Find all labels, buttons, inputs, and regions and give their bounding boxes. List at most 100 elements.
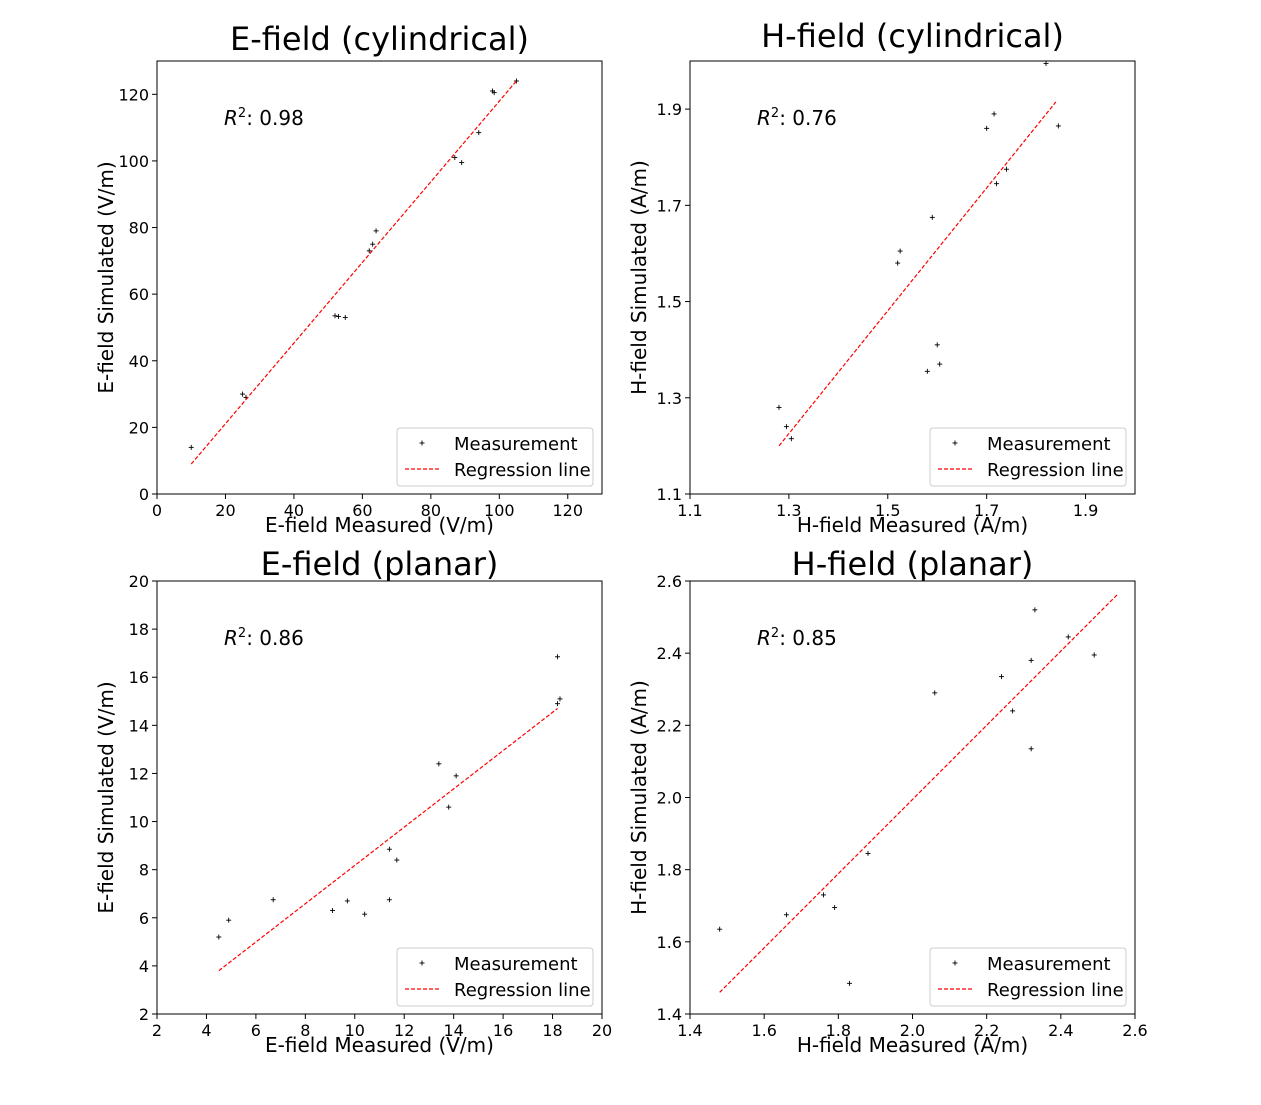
legend-label-regression: Regression line — [987, 980, 1124, 1001]
measurement-point — [895, 260, 901, 266]
measurement-point — [1028, 746, 1034, 752]
legend: Measurement Regression line — [396, 427, 594, 487]
r-squared-value: : 0.85 — [779, 626, 837, 650]
r-squared-symbol: R — [224, 626, 238, 650]
y-tick-label: 16 — [129, 668, 149, 687]
y-tick-label: 12 — [129, 764, 149, 783]
x-tick-label: 1.5 — [875, 501, 900, 520]
measurement-point — [994, 181, 1000, 187]
measurement-point — [555, 701, 560, 707]
measurement-point — [1032, 607, 1038, 613]
measurement-point — [476, 130, 482, 136]
y-tick-label: 1.4 — [657, 1005, 682, 1024]
measurement-point — [991, 111, 997, 117]
x-tick-label: 2.0 — [900, 1021, 925, 1040]
y-axis-label: E-field Simulated (V/m) — [94, 681, 118, 913]
regression-line — [778, 101, 1057, 447]
r-squared-symbol: R — [757, 106, 771, 130]
measurement-point — [929, 214, 935, 220]
x-tick-label: 1.7 — [974, 501, 999, 520]
measurement-point — [846, 980, 852, 986]
y-tick-label: 80 — [129, 219, 149, 238]
legend: Measurement Regression line — [396, 947, 594, 1007]
x-tick-label: 1.3 — [776, 501, 801, 520]
y-tick-label: 60 — [129, 285, 149, 304]
legend-label-measurement: Measurement — [987, 434, 1111, 455]
x-tick-label: 16 — [493, 1021, 513, 1040]
measurement-point — [832, 905, 838, 911]
y-tick-label: 1.6 — [657, 933, 682, 952]
x-axis-label: E-field Measured (V/m) — [265, 1033, 494, 1057]
y-tick-label: 2 — [139, 1005, 149, 1024]
x-tick-label: 1.4 — [677, 1021, 702, 1040]
x-tick-label: 20 — [592, 1021, 612, 1040]
legend-label-regression: Regression line — [454, 460, 591, 481]
legend-frame — [929, 947, 1127, 1007]
x-tick-label: 120 — [552, 501, 583, 520]
x-tick-label: 80 — [421, 501, 441, 520]
y-tick-label: 1.3 — [657, 389, 682, 408]
plot-frame — [689, 60, 1136, 495]
measurement-point — [1055, 123, 1061, 129]
x-tick-label: 2 — [152, 1021, 162, 1040]
measurement-point — [344, 898, 350, 904]
measurement-point — [934, 342, 940, 348]
measurement-point — [491, 90, 497, 96]
r-squared-value: : 0.76 — [779, 106, 837, 130]
measurement-point — [362, 911, 368, 917]
x-axis-label: H-field Measured (A/m) — [797, 513, 1028, 537]
chart-panel-1: E-field (cylindrical) 0 20 40 60 80 100 120 0 20 4… — [94, 20, 603, 537]
y-tick-label: 1.1 — [657, 485, 682, 504]
measurement-point — [373, 228, 379, 234]
plot-frame — [156, 580, 603, 1015]
y-tick-label: 0 — [139, 485, 149, 504]
measurement-point — [370, 241, 376, 247]
measurement-point — [459, 160, 465, 166]
y-tick-label: 120 — [118, 85, 149, 104]
measurement-point — [865, 850, 871, 856]
chart-panel-3: E-field (planar) 2 4 6 8 10 12 14 16 18 20 2 4 6 8 10 12… — [94, 545, 612, 1057]
measurement-point — [783, 424, 789, 430]
measurement-point — [513, 78, 519, 84]
x-tick-label: 2.6 — [1122, 1021, 1147, 1040]
measurement-point — [453, 773, 459, 779]
measurement-point — [984, 125, 990, 131]
y-tick-label: 20 — [129, 418, 149, 437]
x-tick-label: 4 — [201, 1021, 211, 1040]
y-tick-label: 6 — [139, 909, 149, 928]
measurement-point — [188, 444, 194, 450]
x-tick-label: 18 — [542, 1021, 562, 1040]
chart-title: H-field (cylindrical) — [761, 17, 1064, 55]
x-tick-label: 14 — [443, 1021, 463, 1040]
r-squared-annotation: R2: 0.85 — [757, 626, 837, 650]
measurement-point — [776, 404, 782, 410]
r-squared-annotation: R2: 0.98 — [224, 106, 304, 130]
measurement-point — [1065, 634, 1071, 640]
y-tick-label: 2.0 — [657, 789, 682, 808]
y-tick-label: 2.4 — [657, 644, 682, 663]
chart-panel-2: H-field (cylindrical) 1.1 1.3 1.5 1.7 1.9 1.1 1… — [627, 17, 1136, 537]
y-tick-label: 100 — [118, 152, 149, 171]
r-squared-annotation: R2: 0.86 — [224, 626, 304, 650]
measurement-point — [342, 314, 348, 320]
measurement-point — [1010, 708, 1016, 714]
r-squared-exponent: 2 — [238, 626, 246, 641]
x-tick-label: 1.6 — [751, 1021, 776, 1040]
r-squared-exponent: 2 — [771, 106, 779, 121]
measurement-point — [1091, 652, 1097, 658]
r-squared-value: : 0.86 — [246, 626, 304, 650]
x-tick-label: 1.1 — [677, 501, 702, 520]
measurement-point — [1028, 657, 1034, 663]
x-tick-label: 12 — [394, 1021, 414, 1040]
y-tick-label: 1.9 — [657, 100, 682, 119]
legend-label-regression: Regression line — [454, 980, 591, 1001]
x-tick-label: 1.8 — [826, 1021, 851, 1040]
measurement-point — [240, 391, 246, 397]
measurement-point — [999, 674, 1004, 680]
measurement-point — [821, 892, 826, 898]
chart-title: H-field (planar) — [792, 545, 1034, 583]
measurement-point — [937, 361, 943, 367]
r-squared-exponent: 2 — [238, 106, 246, 121]
measurement-point — [555, 654, 560, 660]
